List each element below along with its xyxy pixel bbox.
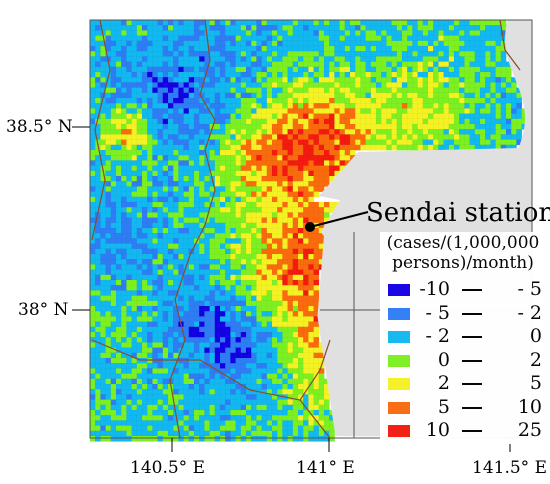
legend-dash — [462, 312, 482, 315]
border-line — [499, 19, 521, 71]
legend-swatch — [388, 307, 410, 320]
legend-item: 10 25 — [380, 419, 546, 445]
legend-dash — [462, 430, 482, 432]
legend-low-value: 0 — [437, 348, 450, 371]
legend-high-value: 10 — [517, 395, 542, 418]
legend-dash — [462, 406, 482, 409]
x-tick-label-2: 141° E — [296, 458, 355, 478]
legend-swatch — [388, 378, 410, 390]
legend-swatch — [388, 284, 410, 296]
legend-item: - 5 - 2 — [380, 301, 546, 328]
map-frame — [89, 19, 533, 439]
legend-title-line-1: (cases/(1,000,000 — [386, 233, 540, 253]
y-tick-label-2: 38° N — [18, 300, 69, 320]
border-line — [169, 19, 216, 439]
legend-low-value: - 5 — [425, 301, 450, 324]
y-tick-label-1: 38.5° N — [6, 117, 73, 137]
legend-high-value: - 2 — [517, 301, 542, 324]
legend-low-value: 5 — [437, 395, 450, 418]
legend-high-value: 0 — [529, 325, 542, 347]
legend-swatch — [388, 401, 410, 414]
legend-low-value: 2 — [437, 372, 450, 394]
leader-line — [309, 211, 369, 228]
x-tick-label-1: 140.5° E — [130, 458, 205, 478]
legend: (cases/(1,000,000 persons)/month) -10- 5… — [380, 232, 546, 444]
legend-dash — [462, 289, 482, 291]
border-line — [299, 339, 331, 401]
legend-item: - 2 0 — [380, 325, 546, 351]
station-label: Sendai station — [366, 198, 550, 228]
legend-item: 5 10 — [380, 395, 546, 422]
prefecture-borders — [91, 19, 521, 439]
legend-low-value: -10 — [419, 278, 450, 300]
legend-dash — [462, 359, 482, 362]
legend-dash — [462, 383, 482, 385]
legend-swatch — [388, 354, 410, 367]
legend-high-value: 2 — [529, 348, 542, 371]
legend-swatch — [388, 331, 410, 343]
x-tick-label-3: 141.5° E — [472, 458, 547, 478]
legend-low-value: 10 — [425, 419, 450, 441]
border-line — [91, 19, 111, 241]
legend-item: -10 - 5 — [380, 278, 546, 304]
border-line — [91, 339, 331, 439]
legend-high-value: 25 — [517, 419, 542, 441]
legend-dash — [462, 336, 482, 338]
legend-swatch — [388, 425, 410, 437]
station-marker — [305, 222, 315, 232]
legend-high-value: 5 — [529, 372, 542, 394]
legend-high-value: - 5 — [517, 278, 542, 300]
legend-low-value: - 2 — [425, 325, 450, 347]
legend-title-line-2: persons)/month) — [392, 253, 534, 273]
